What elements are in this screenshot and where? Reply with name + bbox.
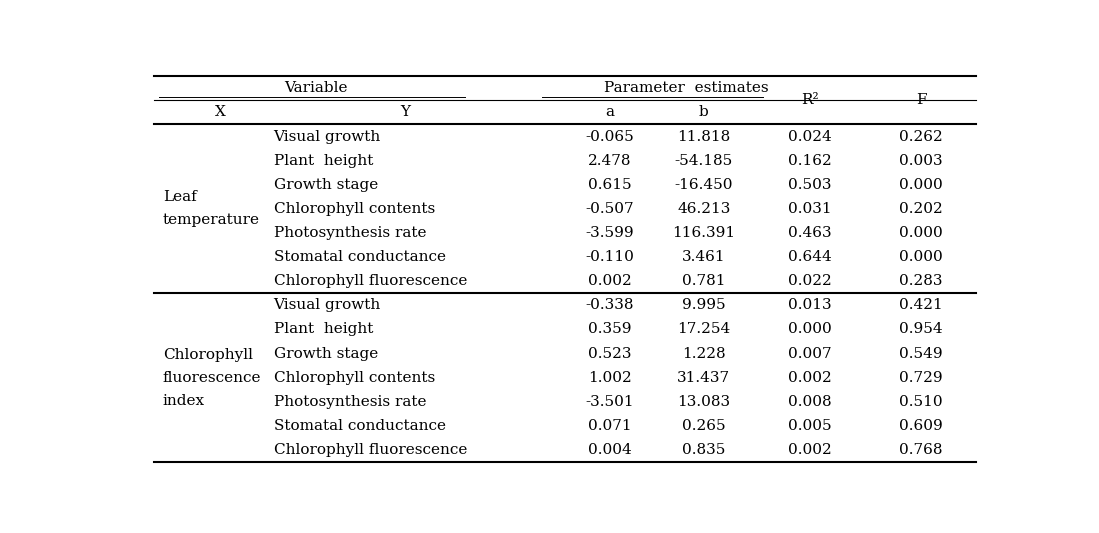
Text: 0.609: 0.609 <box>899 419 943 433</box>
Text: 0.162: 0.162 <box>788 154 832 168</box>
Text: 1.002: 1.002 <box>588 370 632 385</box>
Text: Chlorophyll: Chlorophyll <box>163 348 253 362</box>
Text: 0.503: 0.503 <box>788 178 832 192</box>
Text: Y: Y <box>401 106 411 119</box>
Text: 0.007: 0.007 <box>788 346 832 360</box>
Text: 9.995: 9.995 <box>682 298 725 312</box>
Text: Chlorophyll fluorescence: Chlorophyll fluorescence <box>274 274 467 288</box>
Text: 11.818: 11.818 <box>677 130 731 143</box>
Text: -16.450: -16.450 <box>675 178 733 192</box>
Text: 0.000: 0.000 <box>899 178 943 192</box>
Text: 17.254: 17.254 <box>677 322 731 336</box>
Text: 0.202: 0.202 <box>899 202 943 216</box>
Text: 0.265: 0.265 <box>682 419 725 433</box>
Text: Stomatal conductance: Stomatal conductance <box>274 250 446 264</box>
Text: Chlorophyll contents: Chlorophyll contents <box>274 370 435 385</box>
Text: 0.008: 0.008 <box>788 395 832 409</box>
Text: 0.523: 0.523 <box>588 346 632 360</box>
Text: 13.083: 13.083 <box>677 395 731 409</box>
Text: 0.031: 0.031 <box>788 202 832 216</box>
Text: 0.002: 0.002 <box>588 274 632 288</box>
Text: 0.463: 0.463 <box>788 226 832 240</box>
Text: 0.004: 0.004 <box>588 443 632 457</box>
Text: 3.461: 3.461 <box>682 250 725 264</box>
Text: 46.213: 46.213 <box>677 202 731 216</box>
Text: 0.000: 0.000 <box>899 226 943 240</box>
Text: 0.644: 0.644 <box>788 250 832 264</box>
Text: 0.000: 0.000 <box>899 250 943 264</box>
Text: 0.615: 0.615 <box>588 178 632 192</box>
Text: -0.338: -0.338 <box>586 298 634 312</box>
Text: -3.599: -3.599 <box>586 226 634 240</box>
Text: Plant  height: Plant height <box>274 154 373 168</box>
Text: 0.729: 0.729 <box>899 370 943 385</box>
Text: Chlorophyll contents: Chlorophyll contents <box>274 202 435 216</box>
Text: 31.437: 31.437 <box>677 370 731 385</box>
Text: 0.002: 0.002 <box>788 370 832 385</box>
Text: 116.391: 116.391 <box>673 226 735 240</box>
Text: a: a <box>606 106 614 119</box>
Text: 0.359: 0.359 <box>588 322 632 336</box>
Text: -0.065: -0.065 <box>586 130 634 143</box>
Text: 0.954: 0.954 <box>899 322 943 336</box>
Text: b: b <box>699 106 709 119</box>
Text: 0.003: 0.003 <box>899 154 943 168</box>
Text: 0.013: 0.013 <box>788 298 832 312</box>
Text: 0.071: 0.071 <box>588 419 632 433</box>
Text: Photosynthesis rate: Photosynthesis rate <box>274 395 426 409</box>
Text: index: index <box>163 393 206 408</box>
Text: Stomatal conductance: Stomatal conductance <box>274 419 446 433</box>
Text: 0.002: 0.002 <box>788 443 832 457</box>
Text: 2.478: 2.478 <box>588 154 632 168</box>
Text: Chlorophyll fluorescence: Chlorophyll fluorescence <box>274 443 467 457</box>
Text: R²: R² <box>801 93 819 107</box>
Text: Visual growth: Visual growth <box>274 130 381 143</box>
Text: F: F <box>915 93 926 107</box>
Text: 0.262: 0.262 <box>899 130 943 143</box>
Text: 0.510: 0.510 <box>899 395 943 409</box>
Text: -54.185: -54.185 <box>675 154 733 168</box>
Text: 0.781: 0.781 <box>682 274 725 288</box>
Text: Visual growth: Visual growth <box>274 298 381 312</box>
Text: 0.022: 0.022 <box>788 274 832 288</box>
Text: 0.283: 0.283 <box>899 274 943 288</box>
Text: 0.768: 0.768 <box>899 443 943 457</box>
Text: 0.005: 0.005 <box>788 419 832 433</box>
Text: X: X <box>215 106 226 119</box>
Text: -3.501: -3.501 <box>586 395 634 409</box>
Text: 0.549: 0.549 <box>899 346 943 360</box>
Text: fluorescence: fluorescence <box>163 370 262 385</box>
Text: 0.835: 0.835 <box>682 443 725 457</box>
Text: temperature: temperature <box>163 213 260 228</box>
Text: Leaf: Leaf <box>163 190 197 205</box>
Text: 0.000: 0.000 <box>788 322 832 336</box>
Text: -0.110: -0.110 <box>586 250 634 264</box>
Text: 0.421: 0.421 <box>899 298 943 312</box>
Text: Variable: Variable <box>285 82 348 95</box>
Text: Growth stage: Growth stage <box>274 178 378 192</box>
Text: Growth stage: Growth stage <box>274 346 378 360</box>
Text: 1.228: 1.228 <box>682 346 725 360</box>
Text: Parameter  estimates: Parameter estimates <box>604 82 769 95</box>
Text: -0.507: -0.507 <box>586 202 634 216</box>
Text: 0.024: 0.024 <box>788 130 832 143</box>
Text: Plant  height: Plant height <box>274 322 373 336</box>
Text: Photosynthesis rate: Photosynthesis rate <box>274 226 426 240</box>
